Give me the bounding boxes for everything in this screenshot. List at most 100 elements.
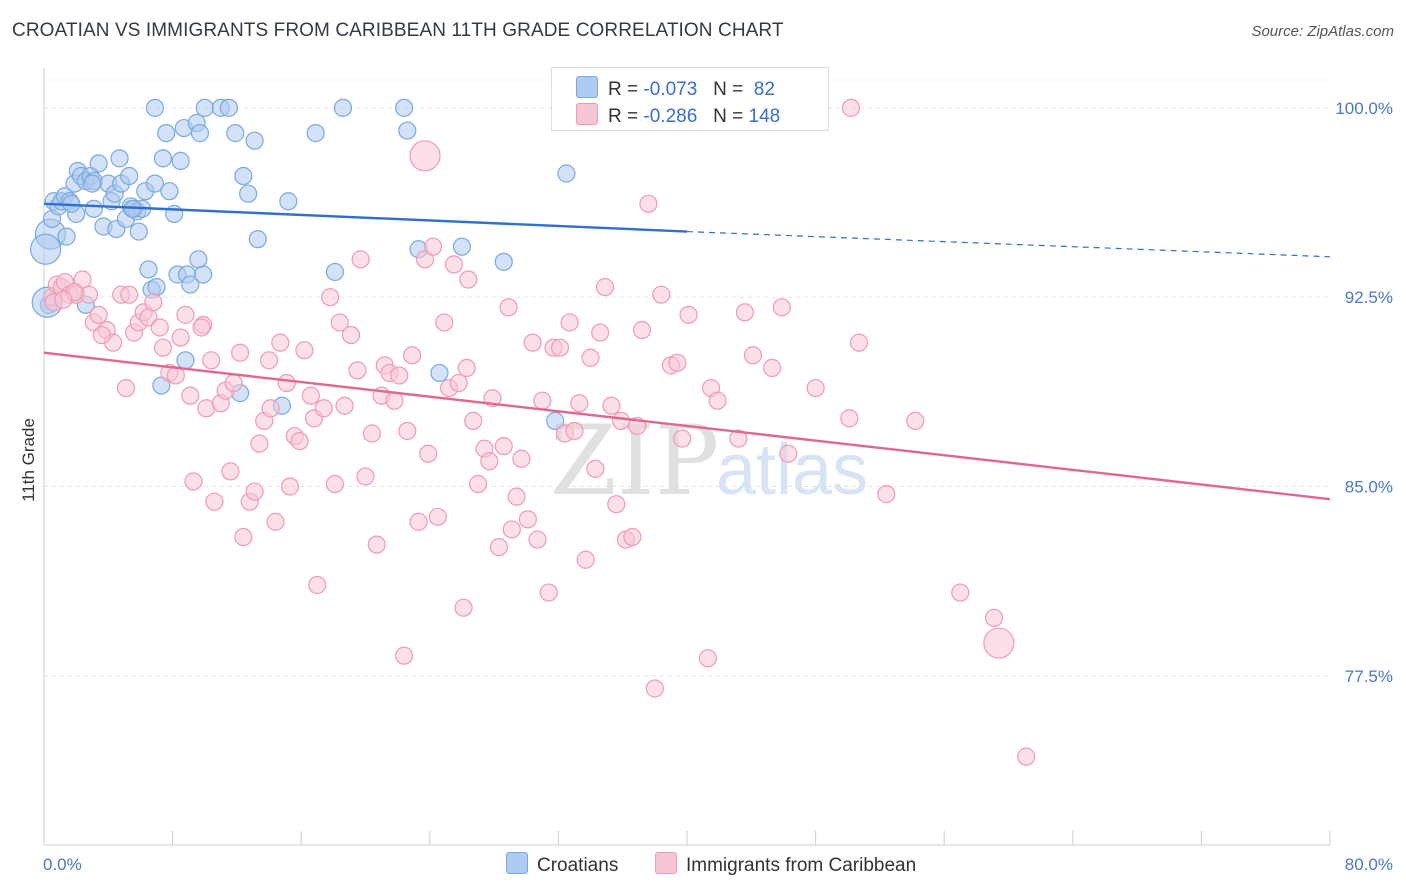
croatian-point xyxy=(165,204,184,223)
croatian-point xyxy=(398,121,417,140)
caribbean-point xyxy=(849,333,869,352)
caribbean-point xyxy=(480,452,499,471)
caribbean-point xyxy=(539,583,558,602)
croatian-point xyxy=(557,164,576,183)
caribbean-point xyxy=(321,288,340,307)
caribbean-point xyxy=(570,394,589,413)
caribbean-point xyxy=(581,348,600,367)
caribbean-point xyxy=(632,320,652,340)
bottom-legend-swatch-caribbean xyxy=(655,852,677,874)
caribbean-point xyxy=(150,318,169,337)
caribbean-point xyxy=(54,290,73,309)
legend-n-label: N = xyxy=(713,106,744,127)
caribbean-point xyxy=(341,325,361,345)
caribbean-point xyxy=(499,298,518,317)
caribbean-point xyxy=(261,399,280,418)
croatian-point xyxy=(83,174,102,193)
caribbean-point xyxy=(743,346,763,365)
caribbean-point xyxy=(708,391,727,410)
caribbean-point xyxy=(454,598,473,617)
caribbean-point xyxy=(502,520,521,539)
caribbean-point xyxy=(184,472,203,491)
croatian-point xyxy=(333,98,353,117)
croatian-point xyxy=(452,237,472,256)
caribbean-point xyxy=(390,366,409,385)
caribbean-point xyxy=(394,646,414,665)
caribbean-point xyxy=(639,194,658,213)
caribbean-point xyxy=(735,303,754,322)
caribbean-point xyxy=(772,298,791,317)
caribbean-point xyxy=(423,237,443,256)
caribbean-point xyxy=(224,373,243,393)
caribbean-point xyxy=(266,512,285,531)
caribbean-point xyxy=(435,313,454,332)
caribbean-point xyxy=(362,424,382,443)
croatian-point xyxy=(195,98,214,117)
caribbean-point xyxy=(673,429,692,448)
caribbean-point xyxy=(729,429,748,448)
caribbean-point xyxy=(984,608,1004,627)
axes xyxy=(43,68,1331,846)
legend-n-label: N = xyxy=(713,79,744,100)
caribbean-point xyxy=(153,338,173,357)
croatian-point xyxy=(306,124,325,143)
legend-n-value: 148 xyxy=(748,106,781,127)
croatian-point xyxy=(325,262,345,282)
caribbean-point xyxy=(550,338,570,357)
croatian-point xyxy=(219,98,238,117)
legend-swatch-croatians xyxy=(576,76,598,98)
bottom-legend-croatians: Croatians xyxy=(506,852,618,877)
croatian-point xyxy=(120,166,139,186)
data-points xyxy=(30,98,1036,766)
caribbean-point xyxy=(698,649,717,668)
caribbean-point xyxy=(444,255,464,274)
caribbean-point xyxy=(403,346,422,365)
caribbean-point xyxy=(779,444,798,463)
tick-labels: 100.0% 92.5% 85.0% 77.5% xyxy=(1335,99,1393,686)
caribbean-point xyxy=(176,305,195,324)
caribbean-point xyxy=(464,411,483,430)
y-tick-label: 77.5% xyxy=(1345,667,1393,686)
bottom-legend-label: Croatians xyxy=(537,855,619,876)
croatian-point xyxy=(394,98,414,117)
croatian-point xyxy=(129,222,148,241)
croatian-point xyxy=(160,182,179,201)
caribbean-point xyxy=(234,527,253,547)
croatian-point xyxy=(190,124,210,143)
caribbean-point xyxy=(523,333,542,352)
caribbean-point xyxy=(586,459,605,478)
croatian-point xyxy=(234,166,253,186)
croatian-point xyxy=(189,250,208,269)
croatian-point xyxy=(110,149,129,168)
caribbean-point xyxy=(591,323,610,342)
caribbean-point xyxy=(335,396,354,415)
caribbean-point xyxy=(231,343,250,362)
caribbean-point xyxy=(116,378,136,398)
y-axis-label: 11th Grade xyxy=(19,418,38,502)
caribbean-point xyxy=(351,250,370,269)
correlation-legend: R = -0.073 N = 82 R = -0.286 N = 148 xyxy=(551,67,829,131)
caribbean-point xyxy=(205,492,224,511)
legend-row-croatians: R = -0.073 N = 82 xyxy=(576,76,775,101)
caribbean-point xyxy=(314,399,333,418)
caribbean-point xyxy=(120,285,139,304)
croatian-trend-line xyxy=(43,202,688,233)
caribbean-point xyxy=(144,293,163,312)
legend-n-value: 82 xyxy=(753,79,775,100)
chart-title: CROATIAN VS IMMIGRANTS FROM CARIBBEAN 11… xyxy=(12,20,784,41)
legend-swatch-caribbean xyxy=(576,103,598,125)
caribbean-point xyxy=(679,305,698,324)
caribbean-point xyxy=(202,351,221,370)
caribbean-point xyxy=(221,462,240,481)
caribbean-point xyxy=(645,679,664,698)
caribbean-point xyxy=(250,434,269,453)
trend-lines xyxy=(43,202,1331,501)
caribbean-point xyxy=(271,333,290,352)
caribbean-point xyxy=(398,421,417,441)
caribbean-point xyxy=(367,535,386,554)
caribbean-point xyxy=(457,358,476,377)
y-tick-label: 100.0% xyxy=(1335,99,1393,118)
croatian-point xyxy=(176,351,195,370)
caribbean-point xyxy=(325,474,345,494)
caribbean-point xyxy=(512,449,531,468)
